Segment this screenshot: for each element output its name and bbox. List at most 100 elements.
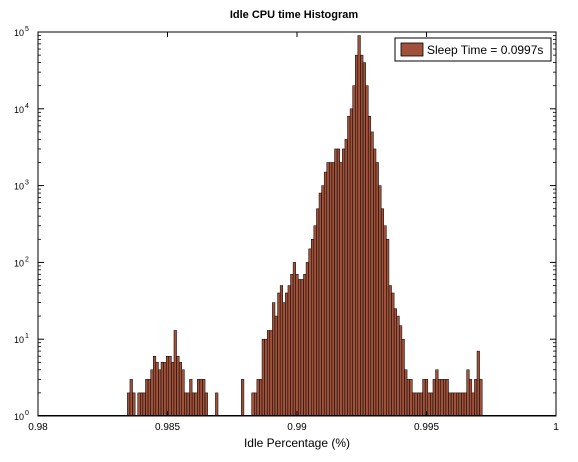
histogram-bar: [256, 379, 260, 417]
histogram-bar: [386, 239, 390, 417]
histogram-bar: [137, 392, 141, 417]
histogram-bar: [375, 162, 379, 417]
histogram-bar: [456, 392, 460, 417]
y-tick-exponent: 4: [25, 103, 29, 110]
histogram-bar: [432, 379, 436, 417]
legend-entry: Sleep Time = 0.0997s: [427, 43, 543, 57]
histogram-bar: [370, 131, 374, 417]
legend-swatch: [400, 42, 424, 57]
histogram-bar: [184, 392, 188, 417]
histogram-bar: [204, 392, 208, 417]
histogram-bar: [147, 379, 151, 417]
histogram-bar: [215, 392, 219, 417]
histogram-bar: [329, 162, 333, 417]
histogram-bar: [259, 379, 263, 417]
histogram-bar: [443, 379, 447, 417]
histogram-bar: [181, 369, 185, 417]
histogram-bar: [132, 392, 136, 417]
histogram-bar: [160, 362, 164, 417]
histogram-bar: [269, 330, 273, 417]
histogram-bar: [450, 392, 454, 417]
histogram-bar: [311, 239, 315, 417]
histogram-bar: [474, 379, 478, 417]
histogram-bar: [357, 35, 361, 417]
histogram-bar: [409, 379, 413, 417]
x-tick-label: 0.99: [287, 422, 307, 433]
histogram-bar: [191, 392, 195, 417]
histogram-bar: [176, 355, 180, 417]
histogram-bar: [274, 315, 278, 417]
histogram-bar: [316, 208, 320, 417]
y-tick-exponent: 5: [25, 26, 29, 33]
histogram-bar: [424, 379, 429, 417]
histogram-bar: [448, 392, 452, 417]
histogram-bar: [383, 225, 387, 417]
histogram-bar: [380, 208, 385, 417]
histogram-bar: [279, 285, 284, 417]
histogram-bar: [430, 392, 434, 417]
histogram-bar: [266, 330, 271, 417]
histogram-bar: [326, 162, 330, 417]
histogram-bar: [199, 379, 203, 417]
histogram-bar: [391, 292, 395, 417]
y-tick-label: 10: [14, 28, 24, 38]
y-tick-label: 10: [14, 182, 24, 192]
histogram-bar: [150, 369, 154, 417]
histogram-bar: [318, 192, 322, 417]
histogram-bar: [427, 392, 431, 417]
histogram-bar: [453, 392, 457, 417]
histogram-bar: [437, 379, 442, 417]
x-tick-label: 0.985: [155, 422, 180, 433]
histogram-bar: [466, 369, 470, 417]
histogram-bar: [298, 279, 302, 417]
histogram-bar: [365, 85, 369, 417]
histogram-bar: [347, 115, 351, 417]
histogram-bar: [285, 292, 289, 417]
histogram-bar: [404, 369, 408, 417]
histogram-bar: [303, 274, 307, 417]
y-tick-label: 10: [14, 335, 24, 345]
histogram-bar: [458, 392, 462, 417]
histogram-bar: [308, 248, 312, 417]
histogram-bar: [300, 279, 304, 417]
histogram-bar: [282, 302, 286, 417]
histogram-bar: [378, 185, 382, 417]
histogram-bar: [290, 274, 294, 417]
histogram-bar: [355, 54, 359, 417]
x-axis: 0.98 0.985 0.99 0.995 1: [28, 32, 559, 433]
y-tick-label: 10: [14, 412, 24, 422]
histogram-bar: [479, 379, 483, 417]
histogram-bar: [158, 369, 162, 417]
x-tick-label: 1: [553, 422, 559, 433]
y-tick-label: 10: [14, 258, 24, 268]
histogram-bar: [331, 162, 335, 417]
histogram-bar: [321, 185, 325, 417]
histogram-bar: [412, 392, 416, 417]
histogram-bar: [417, 392, 421, 417]
histogram-bar: [202, 379, 206, 417]
histogram-bar: [388, 285, 392, 417]
histogram-bar: [277, 292, 281, 417]
x-tick-label: 0.995: [414, 422, 439, 433]
histogram-bar: [197, 379, 201, 417]
x-axis-label: Idle Percentage (%): [244, 436, 350, 450]
legend-box: [394, 37, 552, 62]
histogram-bar: [254, 392, 258, 417]
histogram-bar: [140, 392, 144, 417]
histogram-bar: [173, 330, 177, 417]
y-tick-exponent: 3: [25, 180, 29, 187]
histogram-bar: [305, 262, 309, 417]
histogram-bar: [194, 392, 198, 417]
histogram-bar: [171, 362, 175, 417]
histogram-bars: [38, 35, 556, 417]
histogram-bar: [165, 355, 170, 417]
histogram-bar: [127, 392, 131, 417]
histogram-bar: [339, 162, 343, 417]
histogram-bar: [445, 379, 449, 417]
histogram-bar: [313, 225, 317, 417]
histogram-bar: [287, 285, 291, 417]
histogram-bar: [241, 379, 245, 417]
histogram-bar: [292, 262, 296, 417]
